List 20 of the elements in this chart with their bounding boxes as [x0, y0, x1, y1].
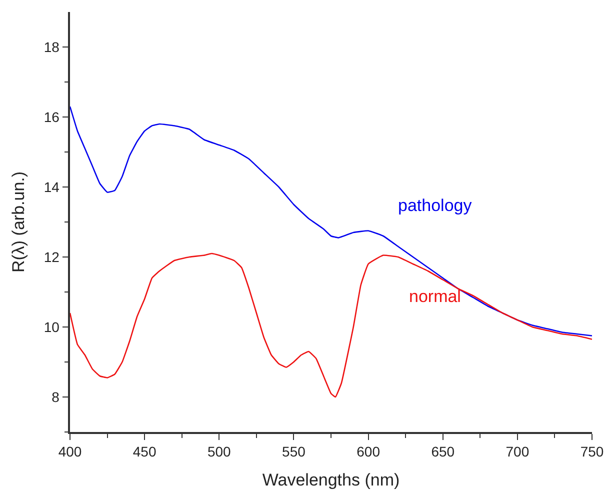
x-tick-label: 600	[356, 444, 380, 460]
x-tick-label: 500	[207, 444, 232, 460]
y-tick-label: 14	[44, 178, 60, 195]
y-tick-label: 12	[44, 248, 60, 265]
line-series	[70, 106, 592, 336]
x-tick-label: 450	[132, 444, 156, 460]
x-tick-label: 550	[282, 444, 306, 460]
y-axis-title: R(λ) (arb.un.)	[8, 171, 28, 273]
x-axis-title: Wavelengths (nm)	[262, 470, 400, 490]
x-tick-label: 700	[506, 444, 530, 460]
y-tick-label: 16	[44, 108, 60, 125]
x-tick-label: 650	[431, 444, 455, 460]
y-tick-label: 8	[52, 388, 60, 405]
x-tick-label: 400	[58, 444, 82, 460]
x-tick-label: 750	[580, 444, 604, 460]
y-tick-label: 10	[44, 318, 60, 335]
y-tick-label: 18	[44, 38, 60, 55]
line-series	[70, 252, 592, 398]
series-label: normal	[409, 287, 461, 306]
series-label: pathology	[398, 196, 472, 215]
